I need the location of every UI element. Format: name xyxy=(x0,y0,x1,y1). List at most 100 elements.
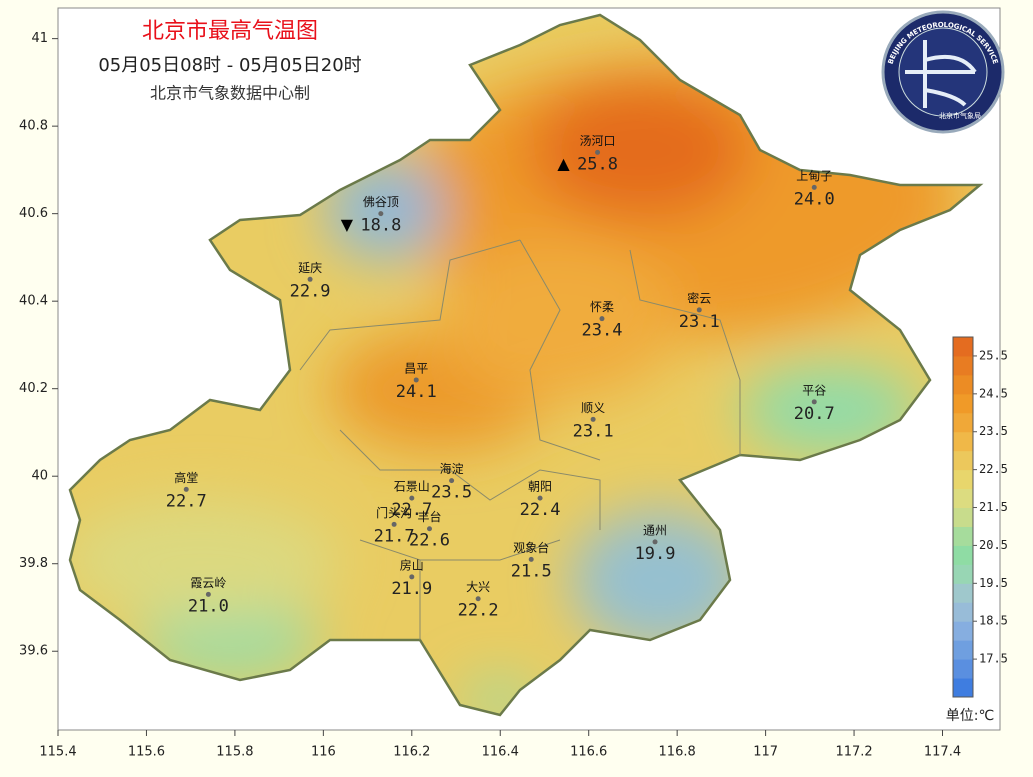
station-name: 密云 xyxy=(687,290,711,305)
station-name: 怀柔 xyxy=(590,300,614,314)
station-value: 22.7 xyxy=(391,500,432,520)
station-dot xyxy=(426,526,432,532)
station-value: 22.6 xyxy=(409,531,450,551)
station-value: 20.7 xyxy=(794,404,835,424)
colorbar-label: 24.5 xyxy=(979,386,1008,400)
colorbar-band xyxy=(953,393,973,414)
colorbar-band xyxy=(953,526,973,546)
station-dot xyxy=(378,211,384,217)
colorbar-label: 18.5 xyxy=(979,614,1008,628)
y-tick-label: 41 xyxy=(31,31,48,46)
station-name: 朝阳 xyxy=(528,480,552,494)
overlay: 115.4 115.6 115.8 116 116.2 116.4 116.6 116.8 11… xyxy=(19,31,1008,759)
station-name: 高堂 xyxy=(174,470,198,485)
station-value: 21.0 xyxy=(188,596,229,616)
y-tick-label: 40.2 xyxy=(19,381,48,396)
station-dot xyxy=(595,149,601,155)
station-value: 23.1 xyxy=(679,312,720,332)
x-tick-label: 116.6 xyxy=(570,745,607,760)
station-dot xyxy=(409,495,415,501)
station-dot xyxy=(537,495,543,501)
colorbar-label: 17.5 xyxy=(979,652,1008,666)
station-dot xyxy=(696,307,702,313)
colorbar-band xyxy=(953,640,973,660)
station-name: 观象台 xyxy=(513,540,549,555)
x-tick-label: 117.4 xyxy=(924,745,961,760)
station-value: 22.9 xyxy=(290,281,331,301)
colorbar-band xyxy=(953,412,973,433)
colorbar-band xyxy=(953,469,973,490)
station-value: 22.7 xyxy=(166,491,207,511)
y-tick-label: 40.8 xyxy=(19,119,48,134)
district-lines xyxy=(299,239,741,640)
station-name: 上甸子 xyxy=(796,169,832,183)
station-dot xyxy=(409,574,415,580)
station-name: 通州 xyxy=(643,523,667,537)
colorbar-label: 21.5 xyxy=(979,500,1008,514)
station-dot xyxy=(205,591,211,597)
station-dot xyxy=(413,377,419,383)
station-value: 22.2 xyxy=(458,601,499,621)
colorbar-band xyxy=(953,564,973,584)
x-tick-label: 117 xyxy=(753,745,778,760)
x-tick-label: 117.2 xyxy=(835,745,872,760)
source: 北京市气象数据中心制 xyxy=(150,84,310,103)
extreme-symbol: ▼ xyxy=(341,215,354,234)
y-tick-label: 40.6 xyxy=(19,206,48,221)
station-dot xyxy=(590,416,596,422)
station-value: 21.5 xyxy=(511,561,552,581)
station-value: 25.8 xyxy=(577,154,618,174)
station-value: 19.9 xyxy=(635,544,676,564)
station-name: 大兴 xyxy=(466,580,490,594)
colorbar-band xyxy=(953,374,973,395)
colorbar-band xyxy=(953,583,973,603)
colorbar-label: 23.5 xyxy=(979,424,1008,438)
station-value: 23.5 xyxy=(431,483,472,503)
title: 北京市最高气温图 xyxy=(142,19,318,44)
station-dot xyxy=(599,316,605,322)
station-name: 昌平 xyxy=(404,361,428,375)
colorbar-band xyxy=(953,545,973,565)
station-name: 延庆 xyxy=(298,261,322,275)
station-value: 21.7 xyxy=(374,526,415,546)
station-dot xyxy=(307,276,313,282)
logo: BEIJING METEOROLOGICAL SERVICE 北京市气象局 xyxy=(881,10,1005,134)
station-value: 21.9 xyxy=(391,579,432,599)
station-dot xyxy=(811,184,817,190)
x-tick-label: 116.4 xyxy=(482,745,519,760)
station-name: 汤河口 xyxy=(580,134,616,148)
boundary xyxy=(68,13,984,717)
station-name: 石景山 xyxy=(394,480,430,494)
station-value: 24.1 xyxy=(396,382,437,402)
station-value: 18.8 xyxy=(360,216,401,236)
station-dot xyxy=(449,478,455,484)
colorbar-band xyxy=(953,602,973,622)
colorbar-band xyxy=(953,659,973,679)
station-name: 顺义 xyxy=(581,401,605,415)
station-name: 平谷 xyxy=(802,383,826,397)
colorbar-band xyxy=(953,431,973,452)
x-tick-label: 116.2 xyxy=(393,745,430,760)
colorbar-band xyxy=(953,678,973,698)
station-name: 霞云岭 xyxy=(190,576,226,590)
colorbar-label: 20.5 xyxy=(979,538,1008,552)
station-value: 23.1 xyxy=(573,421,614,441)
station-dot xyxy=(391,521,397,527)
colorbar-frame xyxy=(952,336,974,698)
period: 05月05日08时 - 05月05日20时 xyxy=(98,55,361,76)
station-name: 丰台 xyxy=(417,509,441,524)
station-name: 海淀 xyxy=(440,461,464,476)
colorbar-band xyxy=(953,337,973,357)
y-tick-label: 39.8 xyxy=(19,556,48,571)
x-tick-label: 116 xyxy=(311,745,336,760)
colorbar-label: 25.5 xyxy=(979,348,1008,362)
x-tick-label: 115.4 xyxy=(39,745,76,760)
station-value: 24.0 xyxy=(794,189,835,209)
logo-mark xyxy=(905,40,977,108)
station-name: 房山 xyxy=(400,557,424,572)
y-tick-label: 40 xyxy=(31,469,48,484)
station-name: 门头沟 xyxy=(376,505,412,520)
colorbar-band xyxy=(953,621,973,641)
